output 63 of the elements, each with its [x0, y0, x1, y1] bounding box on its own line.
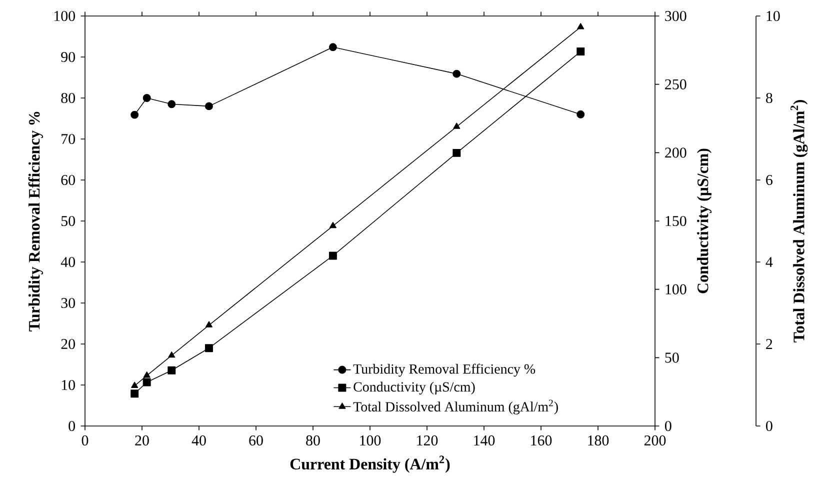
point	[142, 94, 151, 102]
y-tick-label: 80	[61, 92, 75, 104]
y2-tick-label: 200	[665, 148, 686, 158]
y-tick-label: 10	[62, 380, 75, 390]
x-tick-label: 0	[82, 435, 88, 446]
point	[130, 390, 139, 398]
point	[576, 110, 585, 118]
point	[168, 351, 176, 358]
x-tick-label: 20	[135, 435, 149, 446]
x-tick-label: 120	[417, 435, 438, 446]
y2-tick-label: 150	[666, 216, 686, 226]
y3-tick-label: 2	[766, 339, 772, 349]
y3-tick-label: 0	[766, 420, 772, 432]
point	[328, 252, 337, 260]
point	[329, 222, 336, 228]
point	[168, 366, 176, 374]
point	[130, 110, 139, 119]
y-axis-title: Turbidity Removal Efficiency %	[28, 112, 43, 332]
y-tick-label: 100	[54, 10, 75, 22]
y-tick-label: 0	[68, 420, 75, 432]
y-tick-label: 60	[61, 174, 75, 186]
x-axis-title: Current Density (A/m$^{2}$)	[290, 456, 450, 473]
y-tick-label: 20	[61, 338, 75, 350]
x-tick-label: 180	[588, 435, 609, 446]
point	[204, 344, 213, 352]
y-tick-label: 50	[62, 216, 75, 226]
y2-axis-title: Conductivity (µS/cm)	[697, 148, 712, 294]
point	[205, 321, 212, 328]
x-tick-label: 40	[192, 435, 206, 446]
point	[328, 43, 337, 52]
x-tick-label: 200	[644, 435, 666, 446]
x-tick-label: 160	[531, 435, 552, 446]
point	[453, 122, 460, 129]
point	[452, 70, 461, 78]
x-tick-label: 60	[249, 435, 263, 446]
point	[143, 372, 150, 378]
y-tick-label: 40	[60, 256, 75, 268]
x-tick-label: 140	[474, 435, 495, 446]
y3-tick-label: 10	[766, 10, 780, 22]
y3-tick-label: 6	[766, 174, 772, 186]
x-tick-label: 100	[360, 435, 381, 446]
point	[204, 102, 213, 110]
point	[576, 48, 585, 56]
y2-tick-label: 50	[665, 352, 679, 363]
y-tick-label: 90	[61, 52, 75, 62]
point	[142, 378, 151, 386]
legend-label: Turbidity Removal Efficiency %	[353, 364, 536, 377]
y-tick-label: 30	[61, 298, 75, 308]
legend-label: Conductivity (µS/cm)	[354, 382, 475, 394]
y3-axis-title: Total Dissolved Aluminum (gAl/m$^{2}$)	[790, 100, 808, 342]
legend-label: Total Dissolved Aluminum (gAl/m$^{2}$)	[353, 400, 558, 414]
point	[452, 148, 461, 157]
point	[131, 382, 138, 388]
point	[577, 23, 584, 30]
y2-tick-label: 100	[666, 284, 686, 294]
point	[168, 100, 176, 108]
y2-tick-label: 250	[665, 79, 686, 90]
y3-tick-label: 4	[766, 257, 773, 267]
y2-tick-label: 0	[665, 420, 672, 432]
x-tick-label: 80	[306, 435, 320, 446]
y3-tick-label: 8	[766, 92, 772, 104]
y-tick-label: 70	[62, 134, 75, 144]
y2-tick-label: 300	[665, 10, 686, 22]
